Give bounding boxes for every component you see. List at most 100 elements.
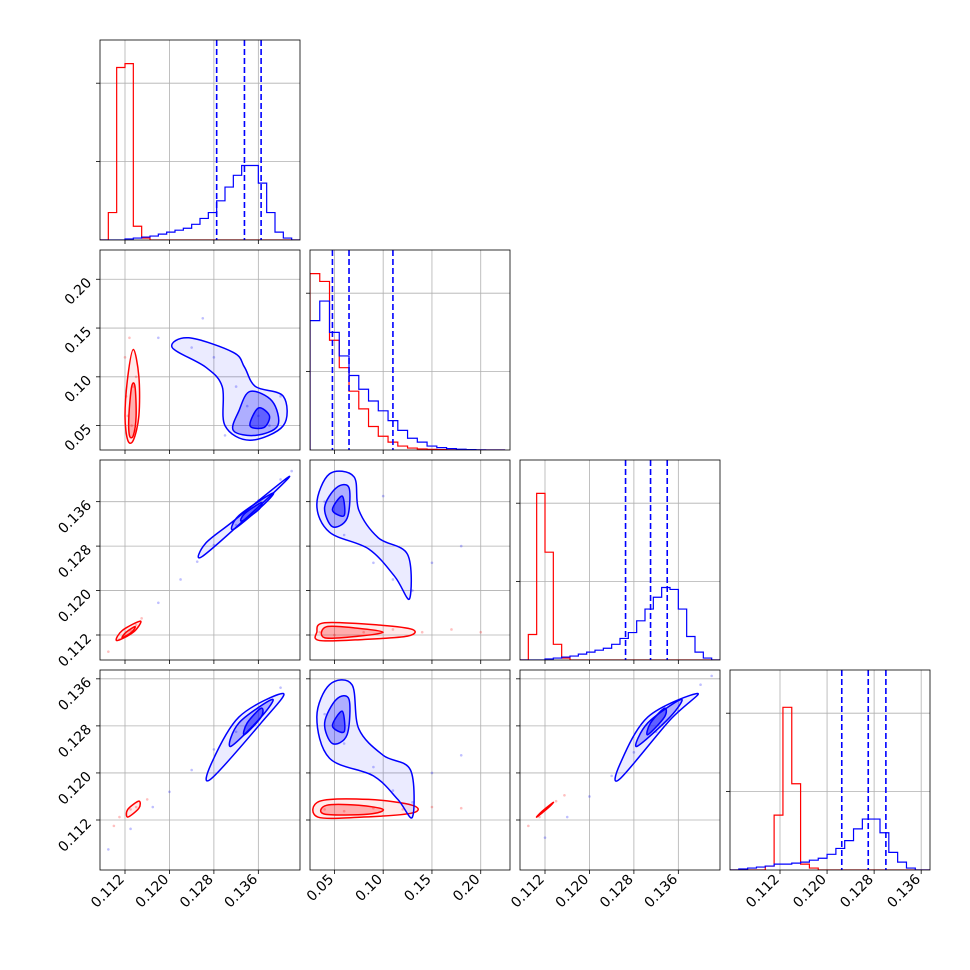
scatter-point-blue (391, 789, 395, 792)
scatter-point-blue (290, 469, 293, 473)
y-tick-label: 0.20 (62, 275, 95, 308)
histogram-blue-series-2 (520, 586, 720, 660)
contour-blue-level-2 (646, 707, 668, 736)
scatter-point-red (130, 424, 133, 427)
scatter-point-blue (588, 795, 591, 798)
scatter-point-red (479, 630, 483, 634)
panel-frame-2-3 (519, 669, 721, 871)
scatter-point-red (132, 385, 135, 388)
scatter-point-blue (543, 836, 547, 839)
y-tick-label: 0.128 (55, 542, 95, 582)
panel-frame-hist-3 (729, 669, 931, 871)
y-tick-label: 0.120 (55, 586, 95, 626)
histogram-blue-series-3 (730, 818, 930, 870)
x-tick-label: 0.112 (508, 872, 548, 912)
x-tick-label: 0.136 (641, 871, 681, 911)
contour-red-level-1 (319, 803, 385, 816)
scatter-point-blue (268, 424, 271, 427)
scatter-point-blue (245, 404, 249, 408)
scatter-point-red (420, 630, 424, 634)
panel-frame-hist-0 (99, 39, 301, 241)
contour-red-level-1 (320, 625, 384, 640)
scatter-point-red (527, 824, 530, 828)
contour-red-level-1 (127, 382, 137, 439)
scatter-point-red (342, 809, 346, 813)
contour-blue-level-2 (249, 407, 271, 430)
y-tick-label: 0.15 (62, 324, 95, 357)
contour-blue-level-2 (331, 495, 346, 517)
x-tick-label: 0.128 (837, 872, 877, 912)
contour-red-level-1 (121, 625, 136, 639)
scatter-point-blue (179, 578, 182, 581)
contour-blue-level-2 (242, 707, 264, 736)
histogram-blue-series-1 (310, 300, 506, 450)
scatter-point-blue (279, 395, 282, 398)
panel-frame-1-2 (309, 459, 511, 661)
scatter-point-blue (195, 560, 199, 563)
scatter-point-blue (168, 790, 171, 794)
scatter-point-blue (223, 434, 227, 437)
contour-blue-level-0 (205, 692, 285, 782)
scatter-point-red (145, 798, 149, 801)
scatter-point-blue (372, 765, 375, 769)
scatter-point-red (134, 623, 138, 627)
scatter-point-red (323, 808, 326, 811)
contour-red-level-0 (125, 800, 142, 818)
panel-frame-hist-1 (309, 249, 511, 451)
histogram-red-series-1 (310, 273, 506, 450)
scatter-point-blue (151, 805, 155, 809)
scatter-point-blue (190, 346, 193, 349)
x-tick-label: 0.112 (88, 872, 128, 912)
scatter-point-red (563, 793, 566, 797)
scatter-point-red (401, 808, 404, 811)
panel-frame-hist-2 (519, 459, 721, 661)
y-tick-label: 0.136 (55, 675, 95, 715)
scatter-point-blue (279, 686, 282, 689)
scatter-point-blue (323, 712, 326, 716)
histogram-red-series-3 (730, 706, 930, 870)
scatter-point-red (118, 815, 121, 819)
scatter-point-blue (610, 774, 613, 778)
contour-blue-level-0 (614, 692, 699, 782)
panel-frame-0-3 (99, 669, 301, 871)
scatter-point-blue (190, 768, 193, 772)
x-tick-label: 0.128 (177, 872, 217, 912)
panel-frame-1-3 (309, 669, 511, 871)
y-tick-label: 0.10 (62, 373, 95, 406)
scatter-point-red (318, 630, 322, 634)
x-tick-label: 0.120 (133, 872, 173, 912)
scatter-point-blue (391, 578, 395, 581)
x-tick-label: 0.20 (450, 872, 483, 905)
scatter-point-blue (234, 730, 238, 734)
scatter-point-blue (157, 336, 160, 340)
scatter-point-red (333, 633, 336, 637)
scatter-point-red (129, 808, 132, 811)
histogram-red-series-0 (100, 63, 300, 240)
scatter-point-red (107, 650, 110, 653)
scatter-point-red (134, 375, 138, 379)
scatter-point-red (430, 805, 434, 809)
x-tick-label: 0.120 (553, 872, 593, 912)
scatter-point-blue (107, 848, 110, 851)
scatter-point-red (391, 628, 395, 631)
x-tick-label: 0.136 (221, 871, 261, 911)
scatter-point-red (123, 356, 127, 359)
contour-blue-level-0 (316, 470, 413, 601)
x-tick-label: 0.136 (884, 871, 924, 911)
x-tick-label: 0.05 (304, 872, 337, 905)
scatter-point-blue (699, 683, 702, 687)
y-tick-label: 0.112 (55, 816, 95, 856)
x-tick-label: 0.112 (743, 872, 783, 912)
contour-blue-level-2 (331, 710, 346, 734)
scatter-point-red (459, 806, 463, 810)
scatter-point-blue (372, 561, 375, 565)
x-tick-label: 0.10 (353, 872, 386, 905)
x-tick-label: 0.15 (401, 872, 434, 905)
scatter-point-blue (565, 815, 569, 819)
scatter-point-blue (212, 356, 216, 359)
x-tick-label: 0.128 (597, 872, 637, 912)
scatter-point-red (140, 617, 143, 620)
histogram-blue-series-0 (100, 164, 300, 240)
scatter-point-blue (632, 751, 636, 754)
